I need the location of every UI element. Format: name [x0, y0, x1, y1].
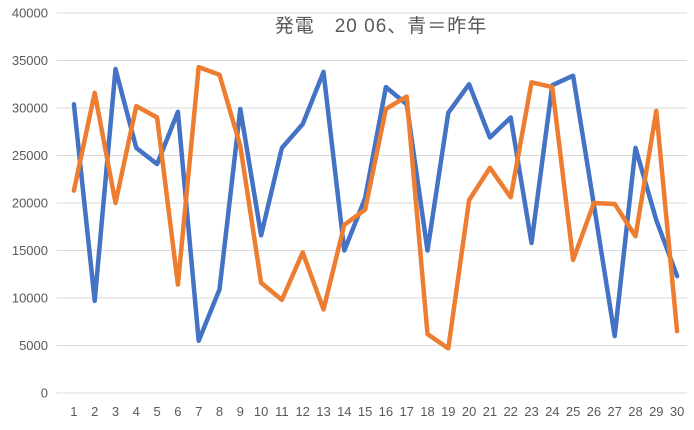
x-tick-label: 11	[275, 404, 289, 419]
x-tick-label: 15	[358, 404, 372, 419]
x-tick-label: 20	[462, 404, 476, 419]
x-tick-label: 26	[587, 404, 601, 419]
x-tick-label: 3	[112, 404, 119, 419]
x-tick-label: 9	[237, 404, 244, 419]
x-tick-label: 16	[379, 404, 393, 419]
x-tick-label: 22	[503, 404, 517, 419]
y-tick-label: 20000	[12, 196, 48, 211]
y-axis-ticks	[56, 12, 62, 394]
x-tick-label: 8	[216, 404, 223, 419]
x-tick-label: 28	[628, 404, 642, 419]
x-tick-label: 5	[153, 404, 160, 419]
x-tick-label: 25	[566, 404, 580, 419]
chart-title: 発電 20 06、青＝昨年	[274, 16, 488, 37]
x-tick-label: 29	[649, 404, 663, 419]
orange-series-line	[71, 64, 680, 351]
x-tick-label: 30	[670, 404, 684, 419]
x-tick-label: 10	[254, 404, 268, 419]
x-tick-label: 17	[399, 404, 413, 419]
y-axis-labels: 0 5000 10000 15000 20000 25000 30000 35000 40000	[12, 6, 48, 401]
x-tick-label: 24	[545, 404, 559, 419]
x-tick-label: 7	[195, 404, 202, 419]
y-tick-label: 35000	[12, 53, 48, 68]
y-tick-label: 5000	[19, 338, 48, 353]
y-tick-label: 15000	[12, 243, 48, 258]
x-tick-label: 19	[441, 404, 455, 419]
x-tick-label: 4	[133, 404, 140, 419]
x-tick-label: 2	[91, 404, 98, 419]
x-tick-label: 23	[524, 404, 538, 419]
x-tick-label: 27	[607, 404, 621, 419]
y-tick-label: 10000	[12, 291, 48, 306]
x-tick-label: 12	[295, 404, 309, 419]
x-tick-label: 1	[70, 404, 77, 419]
x-tick-label: 13	[316, 404, 330, 419]
blue-series-line	[71, 66, 680, 343]
x-axis-labels: 1 2 3 4 5 6 7 8 9 10 11 12 13 14 15 16 17 18 19 20 21 22 23 24 2…	[70, 404, 684, 419]
x-tick-label: 21	[483, 404, 497, 419]
y-tick-label: 40000	[12, 6, 48, 21]
y-tick-label: 30000	[12, 101, 48, 116]
x-tick-label: 18	[420, 404, 434, 419]
x-tick-label: 6	[174, 404, 181, 419]
y-tick-label: 0	[41, 386, 48, 401]
y-tick-label: 25000	[12, 148, 48, 163]
x-tick-label: 14	[337, 404, 351, 419]
